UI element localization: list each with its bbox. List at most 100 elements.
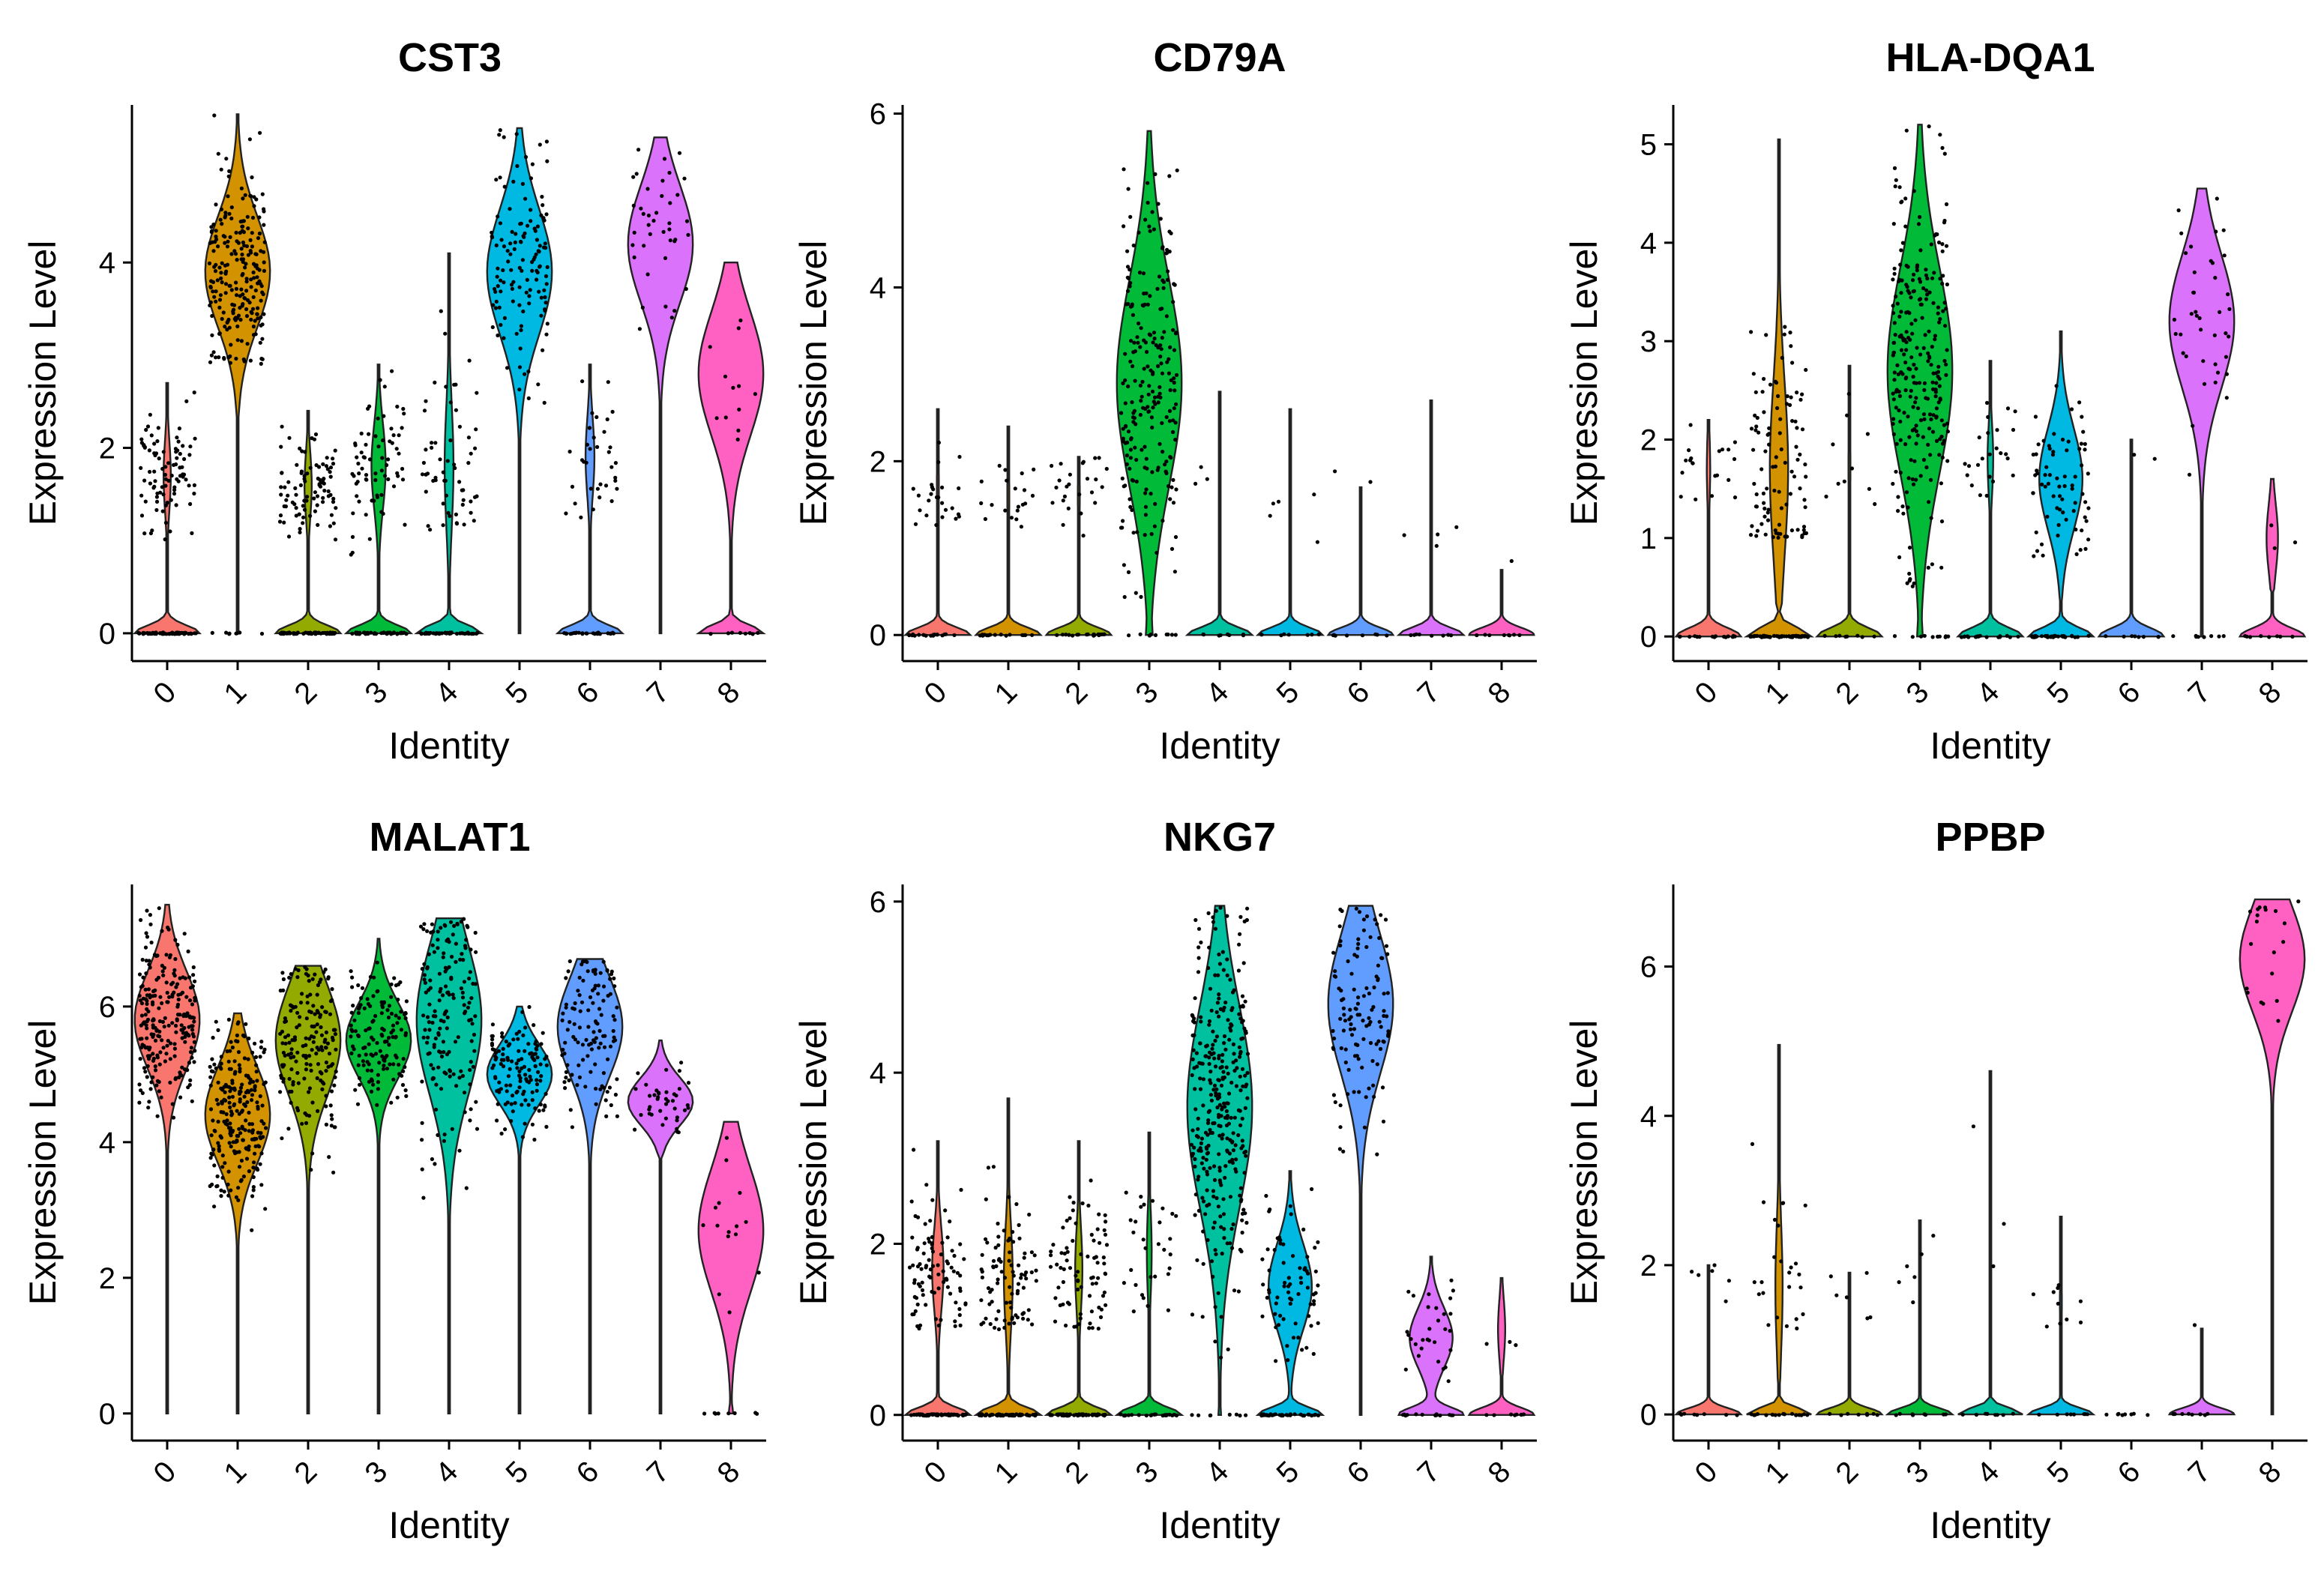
point-2 [328,1012,333,1016]
point-3 [1131,364,1135,369]
point-1 [258,1055,262,1059]
point-0 [157,1034,162,1039]
point-6 [579,515,583,519]
point-4 [1217,1169,1222,1173]
point-0 [916,493,921,498]
violin-7 [1396,399,1466,636]
point-3 [1126,429,1131,434]
point-3 [386,1015,391,1020]
point-5 [528,288,532,292]
point-6 [593,983,597,988]
point-4 [1228,1195,1232,1199]
point-0 [139,513,145,518]
point-3 [376,416,380,420]
point-1 [1023,1251,1027,1255]
point-4 [1240,1067,1245,1071]
point-8 [753,1411,758,1415]
point-3 [359,450,364,455]
point-0 [161,1046,166,1050]
point-0 [161,492,166,497]
point-1 [1770,1412,1774,1417]
point-7 [1448,1413,1452,1417]
point-6 [570,1125,575,1130]
point-2 [1065,1414,1070,1418]
point-5 [533,1052,538,1056]
point-3 [1927,500,1931,504]
point-5 [2078,1320,2083,1324]
point-3 [1134,479,1139,484]
violin-group-7 [2167,1323,2236,1417]
point-0 [160,509,165,513]
point-0 [957,486,961,491]
point-0 [173,956,178,962]
point-5 [521,1033,526,1037]
point-3 [1151,370,1155,375]
point-3 [1135,530,1140,534]
point-7 [2213,276,2218,280]
point-5 [499,1131,504,1136]
point-4 [1199,1161,1204,1166]
point-3 [349,1023,353,1028]
point-4 [469,1107,473,1112]
point-1 [220,280,224,285]
point-5 [490,1022,496,1027]
y-tick-label: 2 [99,1262,115,1295]
point-1 [212,1163,217,1168]
point-0 [950,1249,954,1253]
point-3 [1149,1275,1153,1279]
point-1 [1780,1201,1785,1205]
point-0 [911,1263,915,1267]
point-0 [175,1018,179,1022]
point-1 [1798,452,1802,457]
point-1 [251,270,256,275]
point-5 [2055,506,2059,510]
point-3 [1158,1220,1162,1225]
point-3 [379,492,384,498]
point-2 [1085,633,1089,637]
point-2 [295,975,300,980]
point-7 [2199,328,2203,332]
point-4 [427,1051,432,1055]
point-5 [493,306,499,310]
point-5 [2058,1321,2062,1326]
point-0 [1710,634,1715,639]
point-7 [2226,292,2230,297]
point-4 [1220,1107,1224,1112]
point-1 [235,338,240,343]
point-4 [2001,1413,2005,1417]
point-8 [726,1230,731,1234]
point-0 [181,444,185,448]
point-7 [2171,634,2176,639]
point-3 [1134,457,1139,462]
point-1 [1030,1322,1035,1327]
point-5 [1267,1288,1271,1292]
point-1 [251,1166,256,1170]
point-1 [979,479,984,484]
point-4 [1238,914,1243,919]
point-3 [1894,388,1899,392]
violin-6 [1327,905,1394,1416]
point-5 [2086,537,2091,542]
point-0 [178,976,182,980]
point-8 [2249,941,2254,946]
point-1 [1762,410,1766,414]
point-4 [445,459,450,463]
point-3 [1943,1412,1948,1417]
point-6 [564,631,569,636]
point-4 [459,920,463,924]
point-0 [172,492,177,496]
point-1 [260,357,265,361]
point-8 [2275,998,2279,1003]
point-3 [1122,594,1127,600]
point-3 [1927,290,1932,295]
point-1 [1011,1240,1016,1244]
point-7 [1416,1354,1421,1358]
violin-5 [2026,1216,2096,1416]
point-4 [473,982,478,986]
point-2 [280,1029,285,1034]
point-3 [1907,546,1912,550]
point-1 [239,247,244,251]
point-3 [1122,484,1126,489]
point-1 [243,265,247,270]
point-3 [382,1058,387,1063]
